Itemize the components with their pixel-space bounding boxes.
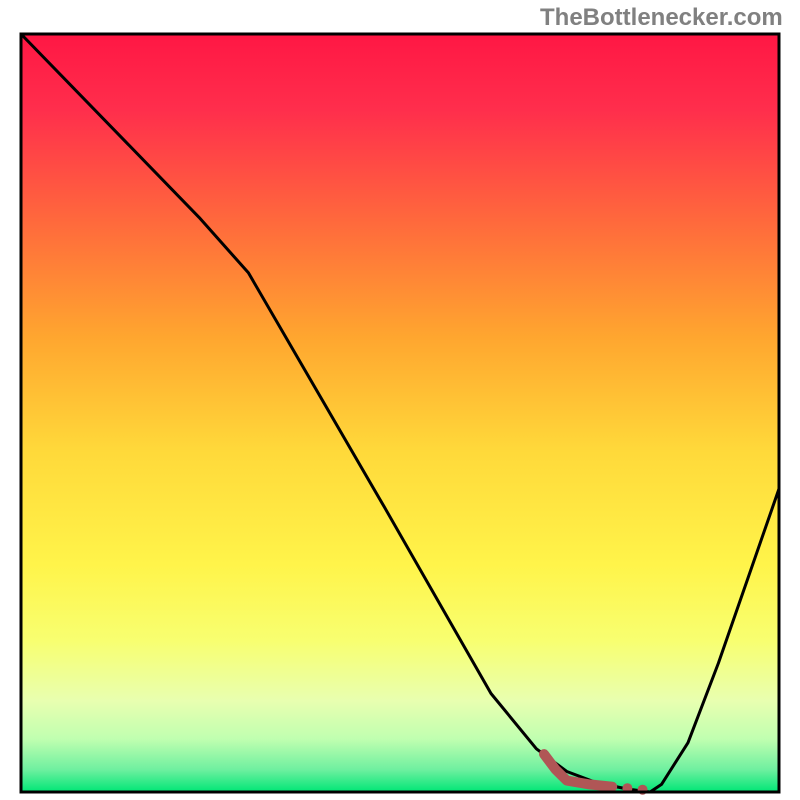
chart-svg: [0, 0, 800, 800]
plot-background: [21, 34, 779, 792]
watermark-text: TheBottlenecker.com: [540, 4, 783, 32]
